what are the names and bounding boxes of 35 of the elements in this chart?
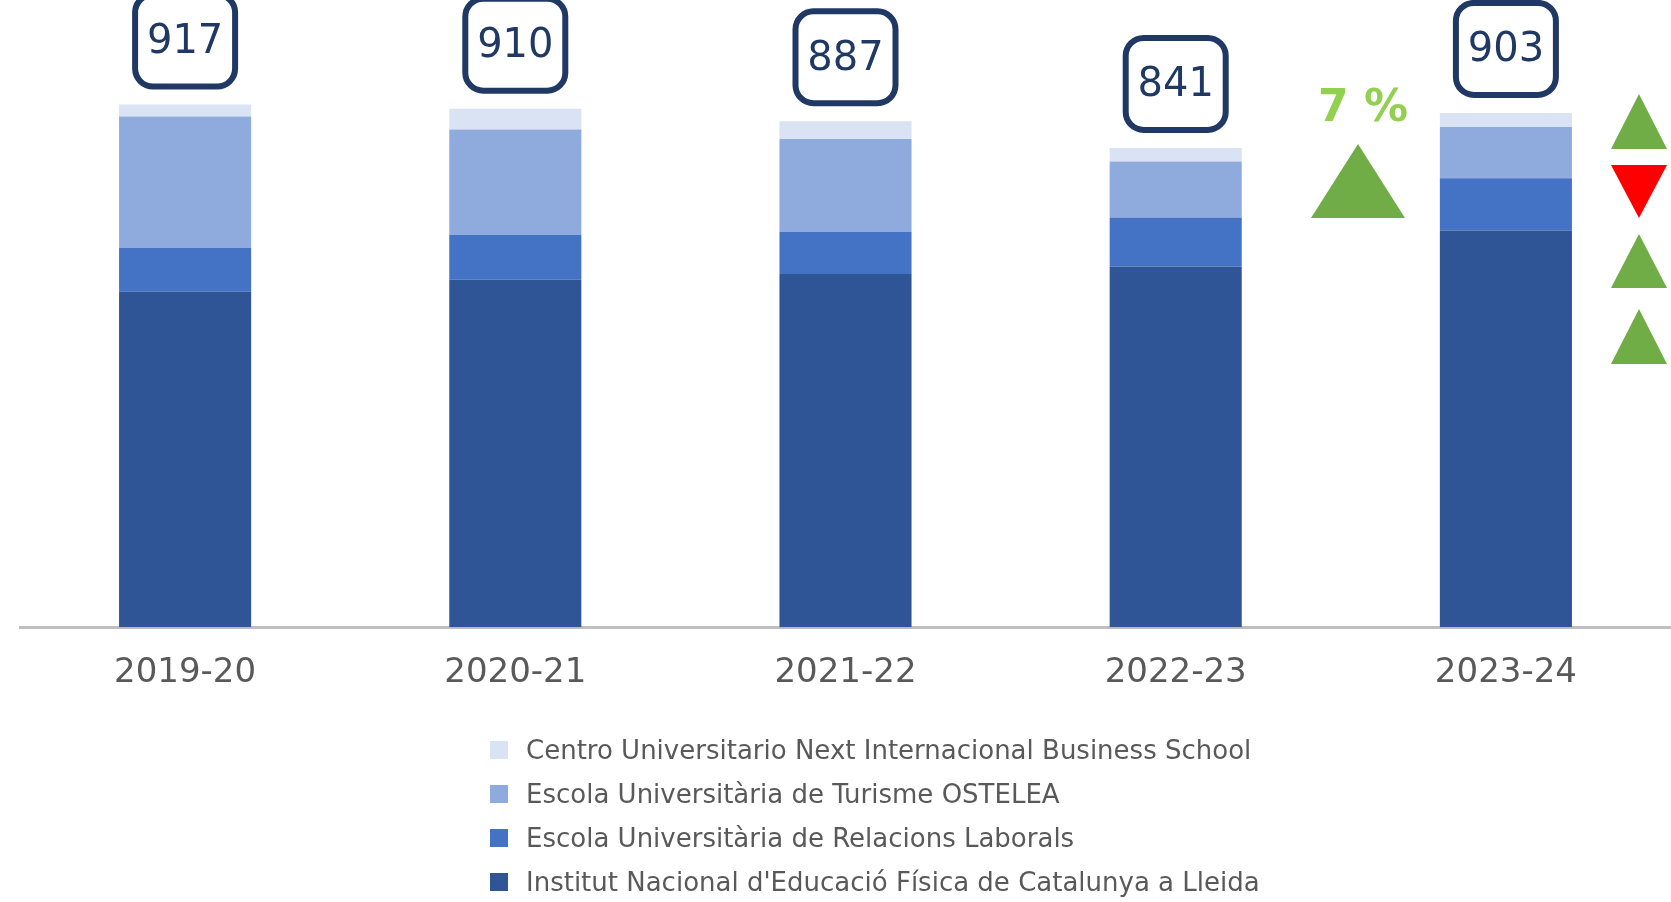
legend-label: Institut Nacional d'Educació Física de Catalunya a Lleida	[526, 867, 1260, 897]
bar	[1439, 230, 1572, 628]
annotation: 917	[146, 15, 224, 62]
bar	[779, 273, 912, 628]
bar	[1439, 112, 1572, 128]
annotation: 887	[807, 32, 884, 79]
annotation: 910	[477, 20, 554, 67]
legend-label: Escola Universitària de Relacions Laborals	[526, 823, 1075, 853]
annotation: 841	[1137, 59, 1214, 106]
bar	[779, 139, 912, 233]
annotation: 903	[1467, 24, 1545, 71]
bar	[449, 279, 582, 628]
x-tick-label: 2019-20	[114, 650, 257, 691]
bar	[779, 232, 912, 274]
bar	[1109, 266, 1242, 628]
bar	[1439, 178, 1572, 231]
bar	[449, 129, 582, 235]
x-tick-label: 2021-22	[774, 650, 917, 691]
bar	[119, 247, 252, 292]
bar	[119, 104, 252, 117]
x-tick-label: 2020-21	[444, 650, 587, 691]
x-tick-label: 2023-24	[1434, 650, 1577, 691]
legend-label: Centro Universitario Next Internacional Business School	[526, 735, 1252, 765]
bar	[1109, 161, 1242, 218]
bar	[1109, 217, 1242, 267]
x-tick-label: 2022-23	[1104, 650, 1247, 691]
bar	[449, 234, 582, 280]
bar	[119, 291, 252, 628]
bar	[1439, 127, 1572, 179]
bar	[779, 121, 912, 140]
bar	[449, 108, 582, 130]
legend-label: Escola Universitària de Turisme OSTELEA	[526, 779, 1060, 809]
bar	[1109, 147, 1242, 162]
bar	[119, 116, 252, 248]
annotation: 7 %	[1318, 80, 1409, 131]
